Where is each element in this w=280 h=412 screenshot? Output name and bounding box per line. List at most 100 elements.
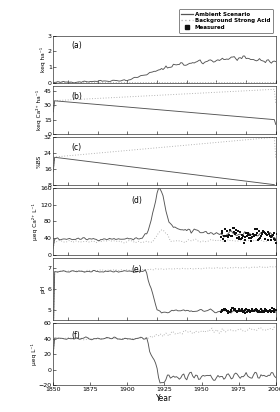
Point: [255, 226, 260, 233]
Point: [248, 232, 252, 238]
Point: [265, 232, 269, 239]
Point: [256, 236, 260, 243]
Point: [231, 225, 236, 232]
Point: [265, 308, 269, 314]
Text: (d): (d): [131, 196, 142, 205]
Point: [227, 232, 231, 238]
Point: [263, 308, 268, 315]
Point: [271, 309, 276, 315]
Point: [238, 229, 242, 236]
Point: [235, 234, 239, 241]
Point: [250, 306, 254, 313]
Point: [244, 229, 248, 236]
Point: [262, 309, 266, 316]
Point: [251, 308, 255, 315]
Point: [240, 306, 245, 313]
Point: [245, 232, 250, 239]
Point: [224, 232, 228, 239]
Point: [239, 308, 243, 314]
Point: [234, 308, 239, 314]
Point: [257, 309, 262, 316]
Point: [269, 308, 274, 314]
Point: [260, 307, 264, 314]
Point: [248, 309, 252, 316]
Point: [242, 237, 247, 243]
Point: [270, 305, 274, 312]
Point: [241, 309, 245, 316]
Point: [261, 307, 265, 314]
Point: [258, 235, 262, 241]
Point: [243, 309, 248, 316]
Point: [237, 234, 242, 240]
Point: [247, 307, 251, 314]
Point: [225, 227, 229, 234]
Point: [236, 306, 241, 313]
Point: [251, 232, 256, 238]
Point: [221, 306, 226, 312]
Point: [229, 308, 234, 314]
Point: [261, 228, 265, 234]
Point: [265, 237, 270, 243]
Text: (a): (a): [71, 41, 82, 50]
Point: [220, 228, 224, 234]
Y-axis label: keq ha⁻¹: keq ha⁻¹: [40, 47, 46, 72]
Y-axis label: μeq Ca²⁺ L⁻¹: μeq Ca²⁺ L⁻¹: [32, 203, 38, 240]
Point: [226, 310, 230, 316]
Y-axis label: keq Ca²⁺ ha⁻¹: keq Ca²⁺ ha⁻¹: [36, 90, 42, 130]
Point: [253, 225, 257, 232]
Text: (f): (f): [71, 330, 80, 339]
Point: [264, 307, 269, 314]
Point: [268, 307, 272, 313]
Point: [236, 308, 240, 314]
Point: [239, 232, 244, 239]
Point: [269, 237, 274, 243]
Point: [267, 231, 271, 237]
Point: [222, 226, 227, 233]
Point: [238, 308, 242, 314]
Point: [228, 307, 233, 314]
Point: [260, 308, 265, 315]
Point: [221, 235, 225, 242]
Point: [267, 308, 271, 314]
Point: [250, 234, 254, 240]
Point: [256, 236, 261, 242]
Point: [230, 305, 234, 311]
Point: [227, 309, 231, 316]
Point: [234, 227, 239, 234]
Point: [262, 230, 267, 236]
Point: [251, 231, 255, 237]
Point: [255, 307, 260, 314]
Point: [249, 308, 254, 314]
Point: [242, 240, 246, 247]
Point: [240, 234, 245, 241]
Point: [232, 228, 237, 235]
Point: [225, 234, 230, 240]
Point: [262, 229, 266, 235]
Point: [234, 308, 238, 314]
Point: [273, 236, 277, 243]
Point: [228, 309, 232, 316]
Point: [265, 307, 270, 314]
Point: [244, 306, 248, 312]
Point: [233, 230, 237, 237]
Point: [243, 234, 248, 241]
Point: [229, 232, 234, 239]
Point: [221, 307, 225, 314]
Point: [259, 306, 263, 312]
Point: [221, 232, 226, 239]
Point: [228, 227, 232, 233]
Point: [245, 307, 250, 313]
Point: [247, 235, 251, 241]
Legend: Ambient Scenario, Background Strong Acid, Measured: Ambient Scenario, Background Strong Acid…: [179, 9, 273, 33]
Point: [246, 230, 251, 236]
Text: (e): (e): [131, 265, 142, 274]
Point: [220, 307, 225, 313]
Point: [252, 232, 256, 239]
Point: [237, 307, 242, 314]
Point: [260, 230, 265, 237]
Point: [254, 307, 259, 314]
Point: [241, 233, 245, 239]
Point: [270, 307, 275, 314]
Point: [225, 308, 229, 314]
Point: [264, 231, 269, 237]
